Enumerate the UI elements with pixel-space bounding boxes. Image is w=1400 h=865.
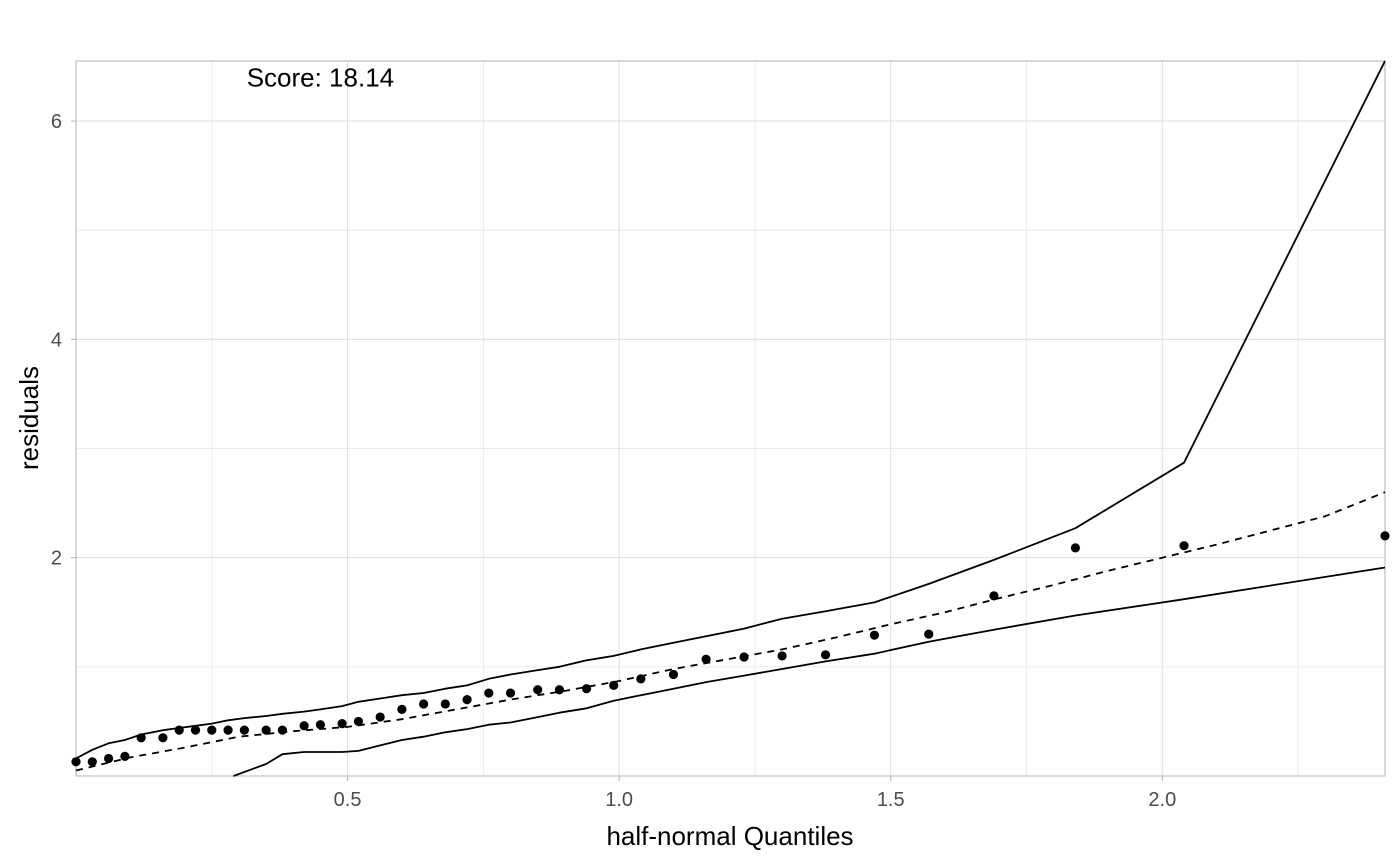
data-point [462, 694, 472, 705]
data-point [397, 704, 407, 715]
envelope-line-0 [75, 60, 1386, 760]
y-tick-label: 2 [51, 548, 62, 570]
data-point [315, 720, 326, 730]
data-point [701, 654, 711, 664]
data-point [87, 757, 97, 767]
x-axis-title: half-normal Quantiles [606, 821, 853, 851]
data-point [71, 757, 81, 767]
data-point [820, 650, 831, 660]
x-tick-label: 1.5 [877, 789, 905, 811]
data-point [533, 685, 543, 695]
data-point [419, 699, 429, 709]
data-point [353, 716, 364, 727]
data-point [190, 725, 201, 735]
data-point [989, 591, 999, 601]
data-point [924, 629, 934, 639]
data-point [158, 733, 168, 743]
envelope-line-2 [233, 566, 1386, 777]
data-point [239, 725, 249, 735]
envelope-lines [75, 60, 1386, 777]
data-point [299, 721, 309, 731]
data-point [337, 719, 347, 729]
data-point [261, 725, 271, 735]
data-point [103, 753, 114, 764]
data-point [207, 725, 217, 735]
data-point [120, 751, 130, 761]
data-point [668, 669, 679, 680]
panel-border [75, 60, 1386, 777]
data-point [1380, 531, 1390, 541]
data-point [581, 684, 592, 694]
data-point [1070, 543, 1081, 553]
score-annotation: Score: 18.14 [247, 62, 394, 92]
y-tick-label: 6 [51, 111, 62, 133]
data-point [277, 725, 287, 735]
data-points [71, 531, 1390, 767]
minor-gridlines [76, 61, 1385, 776]
data-point [505, 688, 516, 698]
data-point [1179, 541, 1189, 551]
y-axis-title: residuals [14, 366, 44, 470]
x-tick-label: 0.5 [334, 789, 362, 811]
x-tick-label: 1.0 [605, 789, 633, 811]
data-point [609, 680, 619, 690]
data-point [636, 674, 646, 684]
data-point [174, 725, 184, 735]
data-point [484, 688, 494, 698]
y-tick-label: 4 [51, 329, 62, 351]
median-dashed-line [75, 491, 1386, 772]
x-axis-ticks: 0.5 1.0 1.5 2.0 [334, 776, 1176, 811]
data-point [777, 651, 787, 661]
data-point [739, 652, 749, 662]
y-axis-ticks: 2 4 6 [51, 111, 76, 570]
x-tick-label: 2.0 [1148, 789, 1176, 811]
data-point [223, 725, 233, 735]
data-point [554, 685, 565, 695]
data-point [136, 733, 146, 743]
major-gridlines [76, 61, 1385, 776]
data-point [440, 699, 450, 709]
data-point [375, 712, 385, 722]
data-point [869, 630, 880, 640]
